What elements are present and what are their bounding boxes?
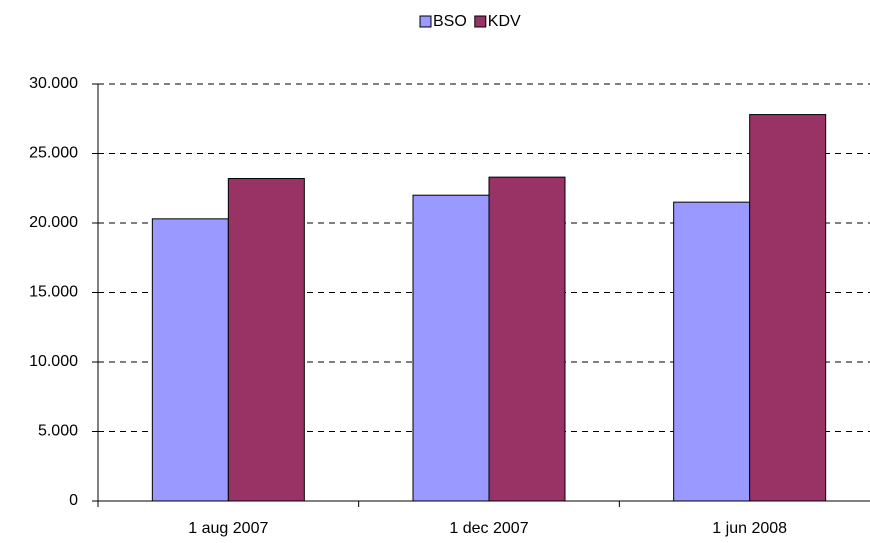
- x-tick-label: 1 jun 2008: [712, 520, 787, 537]
- bar: [673, 201, 751, 502]
- x-tick-label: 1 aug 2007: [188, 520, 268, 537]
- x-tick-label: 1 dec 2007: [449, 520, 528, 537]
- bar: [488, 176, 566, 502]
- y-tick-label: 20.000: [29, 214, 78, 231]
- bar: [412, 194, 490, 502]
- legend-label: KDV: [488, 13, 521, 30]
- y-tick-label: 25.000: [29, 145, 78, 162]
- bar: [151, 218, 229, 502]
- legend-label: BSO: [433, 13, 467, 30]
- bar: [749, 114, 827, 502]
- y-tick-label: 15.000: [29, 284, 78, 301]
- bar: [227, 178, 305, 502]
- legend-swatch: [419, 15, 432, 28]
- y-tick-label: 0: [69, 492, 78, 509]
- legend-swatch: [474, 15, 487, 28]
- y-tick-label: 10.000: [29, 353, 78, 370]
- y-tick-label: 30.000: [29, 75, 78, 92]
- y-tick-label: 5.000: [38, 423, 78, 440]
